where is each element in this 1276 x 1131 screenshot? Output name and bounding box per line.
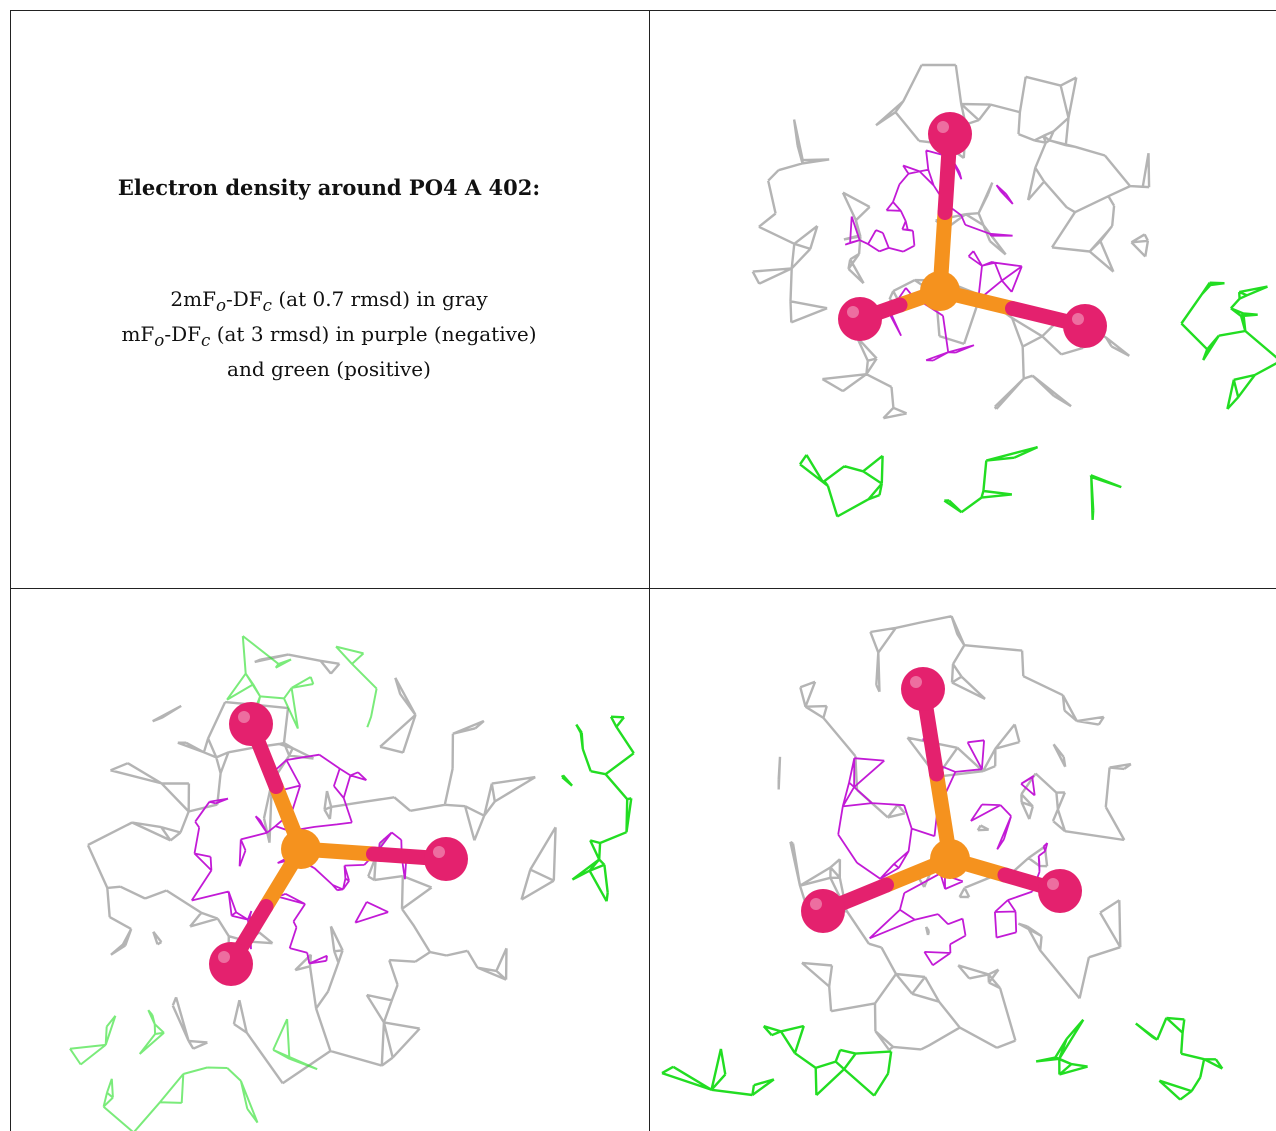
caption-cell: Electron density around PO4 A 402: 2mFo-…: [10, 10, 648, 590]
atom-highlight: [218, 951, 230, 963]
density-render-3: [661, 615, 1224, 1101]
positive-mesh-left-lines: [661, 1024, 893, 1097]
phosphorus-atom: [281, 829, 321, 869]
po4-molecule: [801, 667, 1082, 933]
oxygen-atom: [1038, 869, 1082, 913]
figure-title: Electron density around PO4 A 402:: [117, 175, 541, 200]
border-top: [10, 10, 1276, 11]
border-row: [10, 588, 1276, 589]
gray-mesh-lines: [86, 653, 557, 1085]
density-view-top-right: [650, 11, 1276, 588]
positive-mesh-bottom-lines: [69, 1009, 318, 1131]
negative-mesh-lines: [844, 149, 1023, 362]
atom-highlight: [1047, 878, 1059, 890]
gray-mesh: [86, 653, 557, 1085]
negative-mesh: [844, 149, 1023, 362]
border-middle: [649, 10, 650, 1131]
positive-mesh-lines: [799, 445, 1122, 520]
legend-gray: 2mFo-DFc (at 0.7 rmsd) in gray: [170, 287, 488, 315]
density-render-1: [751, 63, 1276, 520]
oxygen-atom: [1063, 304, 1107, 348]
oxygen-atom: [801, 889, 845, 933]
legend-positive: and green (positive): [227, 357, 431, 381]
gray-mesh-lines: [777, 615, 1132, 1051]
positive-mesh-right: [1035, 1016, 1224, 1101]
positive-mesh-side-lines: [561, 715, 635, 902]
gray-mesh: [777, 615, 1132, 1051]
density-view-bottom-right: [650, 589, 1276, 1131]
density-view-bottom-left: [11, 589, 649, 1131]
atom-highlight: [238, 711, 250, 723]
phosphorus-atom: [920, 271, 960, 311]
atom-highlight: [937, 121, 949, 133]
figure-grid: Electron density around PO4 A 402: 2mFo-…: [10, 10, 1276, 1131]
phosphorus-atom: [930, 839, 970, 879]
positive-mesh-side: [561, 715, 635, 902]
density-render-2: [69, 635, 635, 1131]
border-left: [10, 10, 11, 1131]
atom-highlight: [910, 676, 922, 688]
positive-mesh-side-lines: [1180, 281, 1276, 410]
oxygen-atom: [424, 837, 468, 881]
atom-highlight: [1072, 313, 1084, 325]
po4-molecule: [838, 112, 1107, 348]
positive-mesh-side: [1180, 281, 1276, 410]
oxygen-atom: [209, 942, 253, 986]
oxygen-atom: [838, 297, 882, 341]
positive-mesh: [799, 445, 1122, 520]
oxygen-atom: [928, 112, 972, 156]
positive-mesh-bottom: [69, 1009, 318, 1131]
oxygen-atom: [901, 667, 945, 711]
atom-highlight: [433, 846, 445, 858]
positive-mesh-right-lines: [1035, 1016, 1224, 1101]
positive-mesh-left: [661, 1024, 893, 1097]
legend-difference: mFo-DFc (at 3 rmsd) in purple (negative): [121, 322, 537, 350]
atom-highlight: [810, 898, 822, 910]
po4-molecule: [209, 702, 468, 986]
figure-legend: 2mFo-DFc (at 0.7 rmsd) in gray mFo-DFc (…: [10, 285, 648, 383]
atom-highlight: [847, 306, 859, 318]
oxygen-atom: [229, 702, 273, 746]
